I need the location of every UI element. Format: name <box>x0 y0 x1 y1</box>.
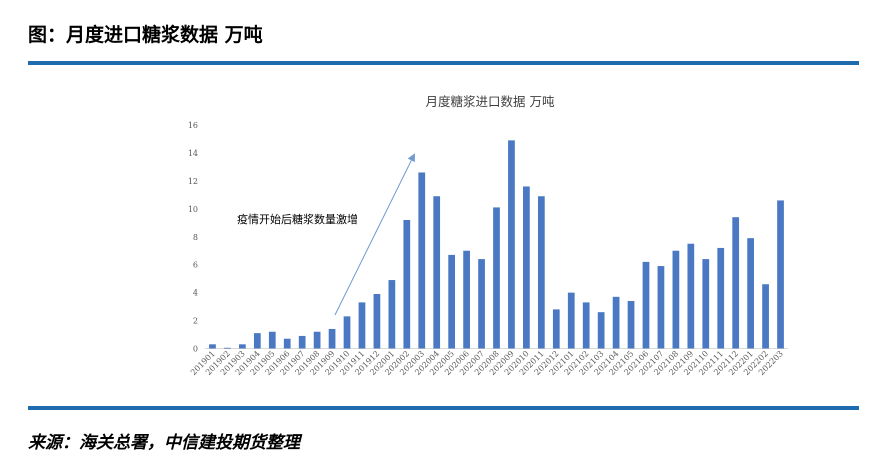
chart-title: 月度糖浆进口数据 万吨 <box>426 94 555 109</box>
y-tick-label: 8 <box>193 233 198 242</box>
source-note: 来源：海关总署，中信建投期货整理 <box>28 433 300 453</box>
figure-title: 图：月度进口糖浆数据 万吨 <box>28 24 263 46</box>
bar <box>373 294 381 349</box>
bar <box>253 333 261 349</box>
y-tick-label: 4 <box>193 289 198 298</box>
bar <box>343 316 351 349</box>
y-tick-label: 16 <box>188 121 198 130</box>
y-tick-label: 2 <box>193 317 198 326</box>
bar <box>567 292 575 349</box>
bar <box>239 344 246 349</box>
bar <box>777 200 784 349</box>
bar <box>537 196 545 349</box>
bar <box>268 331 276 349</box>
y-tick-label: 12 <box>188 177 198 186</box>
bar <box>612 296 620 349</box>
bar <box>672 250 680 349</box>
bar <box>642 261 650 349</box>
bar <box>702 259 710 349</box>
y-tick-label: 10 <box>188 205 198 214</box>
bar <box>313 331 321 349</box>
trend-arrow <box>334 153 415 316</box>
bar <box>717 247 725 349</box>
bar <box>283 338 291 349</box>
bar <box>762 284 769 349</box>
bar <box>463 250 470 349</box>
bar <box>358 302 366 349</box>
bar <box>209 344 216 349</box>
bar <box>582 302 590 349</box>
bottom-divider <box>28 406 859 410</box>
bar <box>747 238 754 349</box>
bar <box>478 259 485 349</box>
bar <box>508 140 515 349</box>
y-tick-label: 0 <box>193 345 198 354</box>
bar <box>523 186 530 349</box>
annotation-label: 疫情开始后糖浆数量激增 <box>237 212 358 226</box>
bar <box>403 219 411 349</box>
bar <box>433 196 441 349</box>
bar <box>732 217 740 349</box>
bar <box>657 266 665 349</box>
bar <box>597 312 605 349</box>
bar <box>552 309 560 349</box>
y-axis: 0 2 4 6 8 10 12 14 16 <box>188 121 198 354</box>
bar <box>388 280 396 349</box>
bar <box>298 335 306 349</box>
bar <box>687 243 695 349</box>
bar-series <box>209 140 784 349</box>
y-tick-label: 6 <box>193 261 198 270</box>
bar <box>328 328 336 349</box>
bar <box>627 301 635 349</box>
top-divider <box>28 61 859 65</box>
y-tick-label: 14 <box>188 149 198 158</box>
bar <box>418 172 426 349</box>
bar-chart: 月度糖浆进口数据 万吨 0 2 4 6 8 10 12 14 16 20190120190220… <box>188 94 788 377</box>
bar <box>224 347 231 349</box>
x-axis-labels: 2019012019022019032019042019052019062019… <box>189 349 785 377</box>
bar <box>448 254 456 349</box>
bar <box>493 207 500 349</box>
